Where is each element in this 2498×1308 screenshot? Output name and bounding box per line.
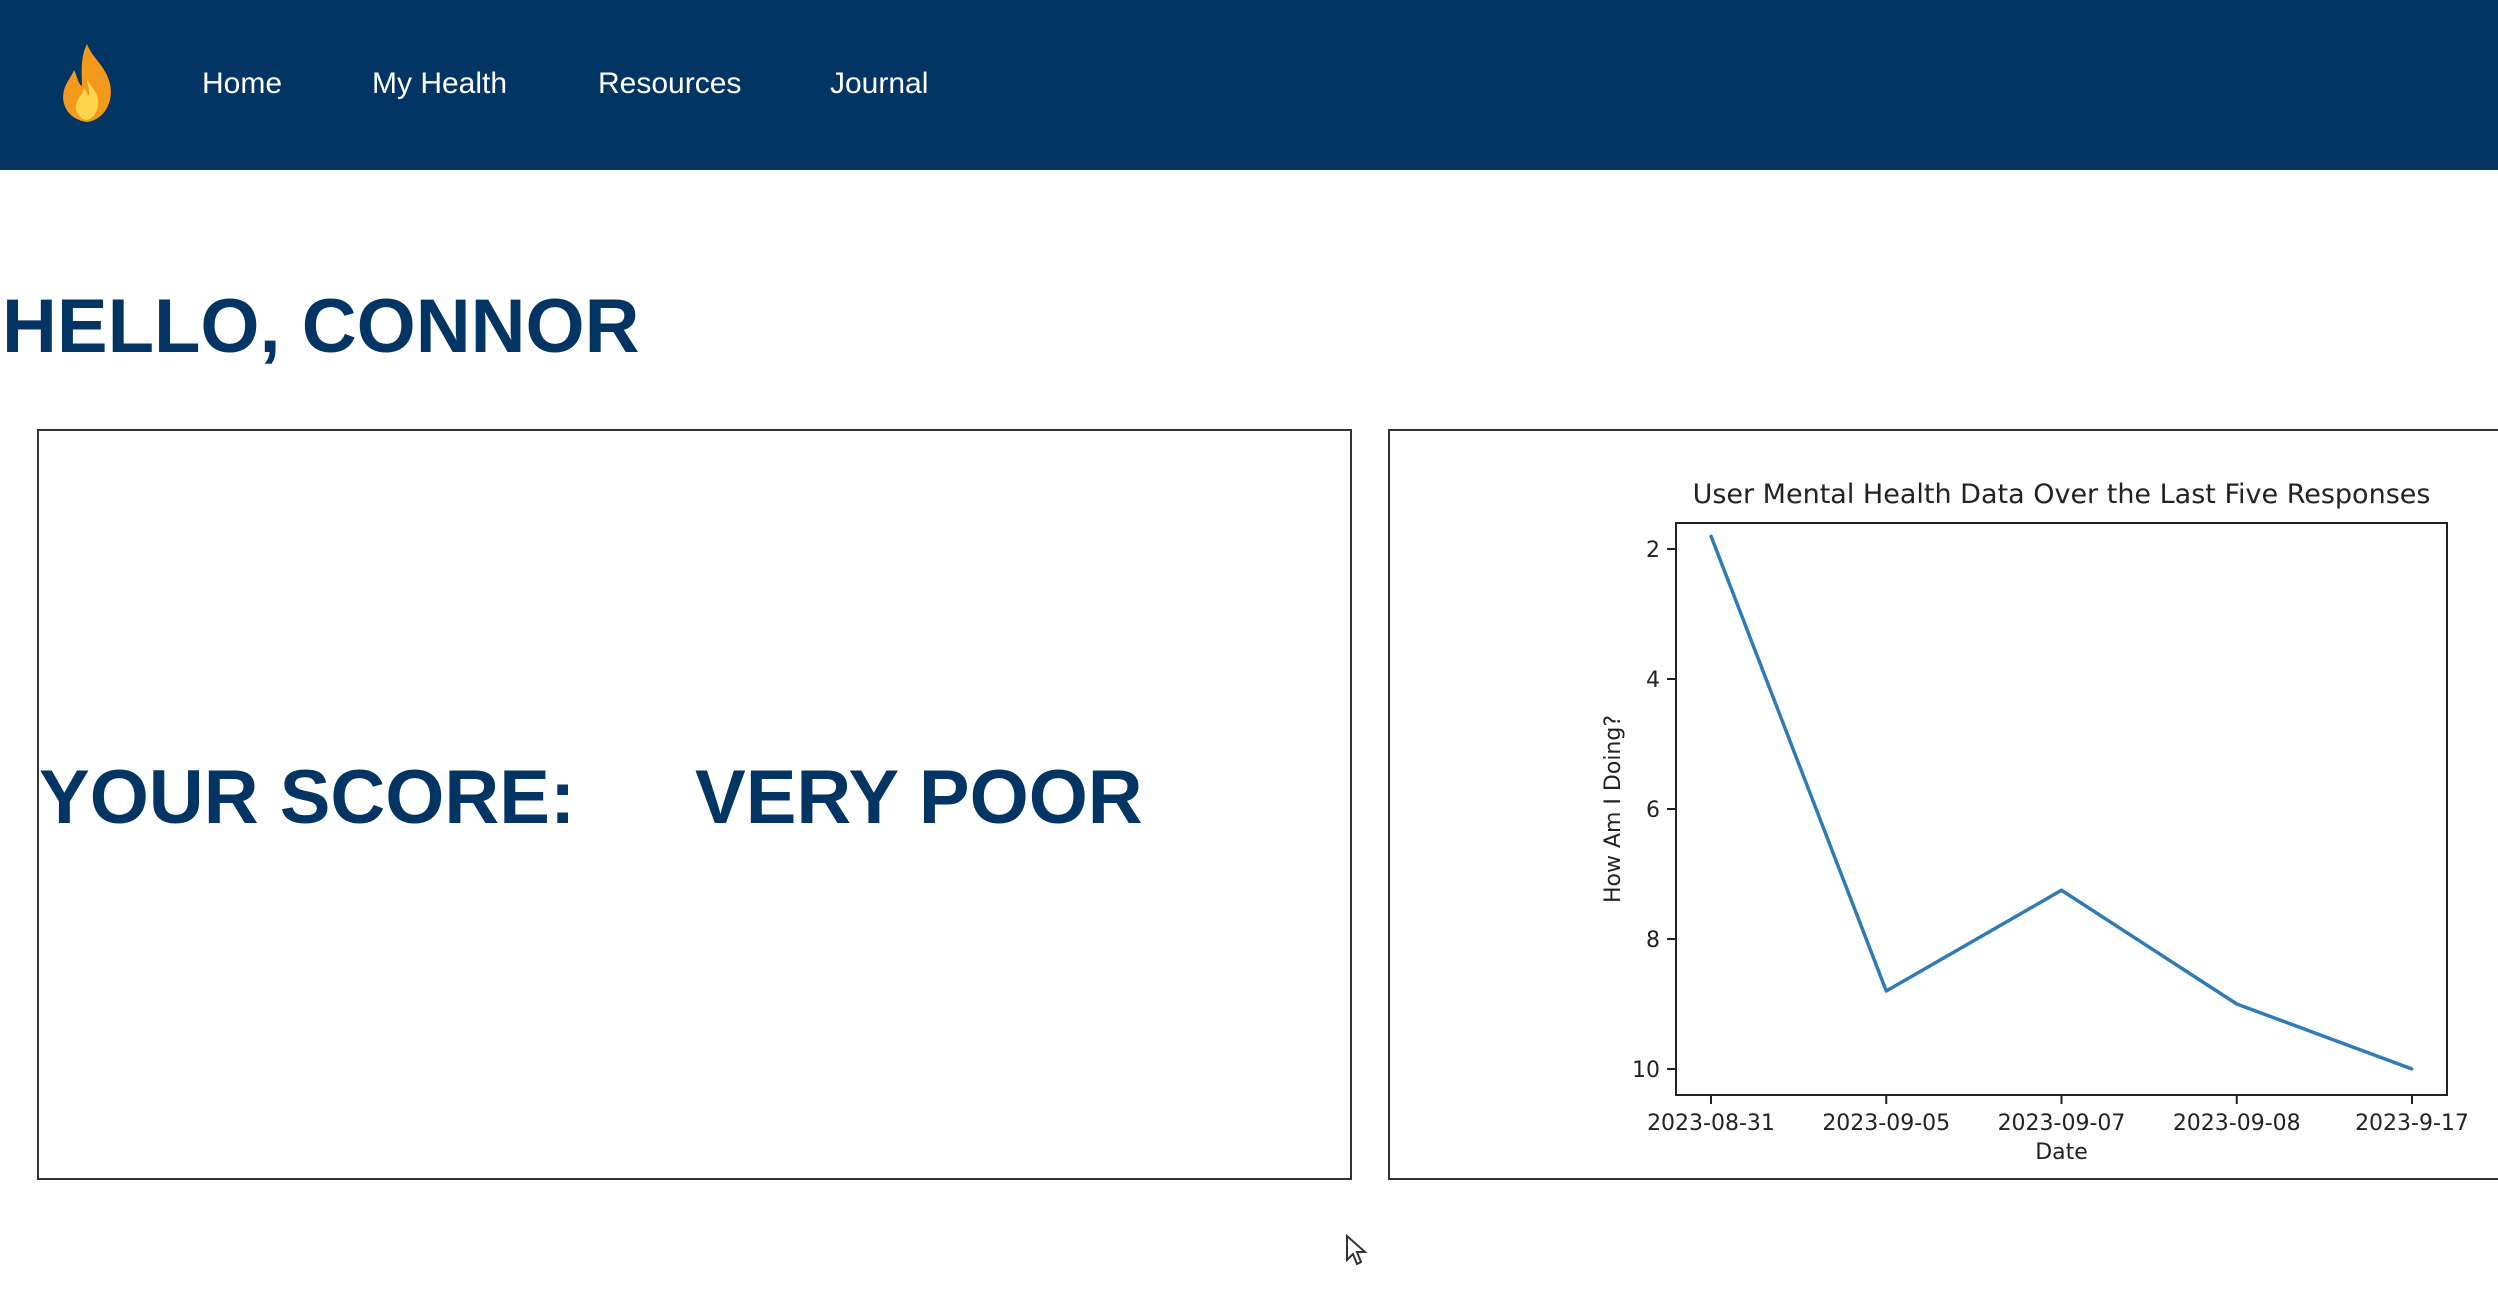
nav-my-health[interactable]: My Health xyxy=(372,67,508,100)
score-value: VERY POOR xyxy=(695,755,1143,840)
data-point xyxy=(1709,534,1713,538)
data-point xyxy=(1884,989,1888,993)
chart-title: User Mental Health Data Over the Last Fi… xyxy=(1693,479,2431,510)
score-label: YOUR SCORE: xyxy=(39,755,576,840)
mouse-cursor-icon xyxy=(1346,1234,1368,1266)
y-tick-label: 6 xyxy=(1646,798,1660,823)
y-tick-label: 10 xyxy=(1632,1058,1660,1083)
x-tick-label: 2023-08-31 xyxy=(1647,1111,1775,1136)
data-point xyxy=(2410,1067,2414,1071)
chart-panel: User Mental Health Data Over the Last Fi… xyxy=(1388,429,2498,1180)
y-axis-label: How Am I Doing? xyxy=(1601,715,1626,903)
mental-health-line-chart: User Mental Health Data Over the Last Fi… xyxy=(1601,479,2469,1165)
nav-journal[interactable]: Journal xyxy=(830,67,929,100)
greeting-heading: HELLO, CONNOR xyxy=(2,284,640,369)
x-tick-label: 2023-09-07 xyxy=(1998,1111,2126,1136)
data-point xyxy=(2235,1002,2239,1006)
x-tick-label: 2023-9-17 xyxy=(2355,1111,2469,1136)
nav-resources[interactable]: Resources xyxy=(598,67,742,100)
x-tick-label: 2023-09-05 xyxy=(1822,1111,1950,1136)
score-panel: YOUR SCORE: VERY POOR xyxy=(37,429,1352,1180)
flame-icon[interactable] xyxy=(56,42,118,124)
x-tick-label: 2023-09-08 xyxy=(2173,1111,2301,1136)
data-point xyxy=(2060,888,2063,892)
y-tick-label: 4 xyxy=(1646,668,1660,693)
y-tick-label: 2 xyxy=(1646,538,1660,563)
series-line xyxy=(1709,535,2413,1071)
top-navbar: Home My Health Resources Journal xyxy=(0,0,2498,170)
nav-home[interactable]: Home xyxy=(202,67,283,100)
y-tick-label: 8 xyxy=(1646,928,1660,953)
plot-frame xyxy=(1675,522,2448,1096)
x-axis-label: Date xyxy=(2035,1140,2088,1165)
